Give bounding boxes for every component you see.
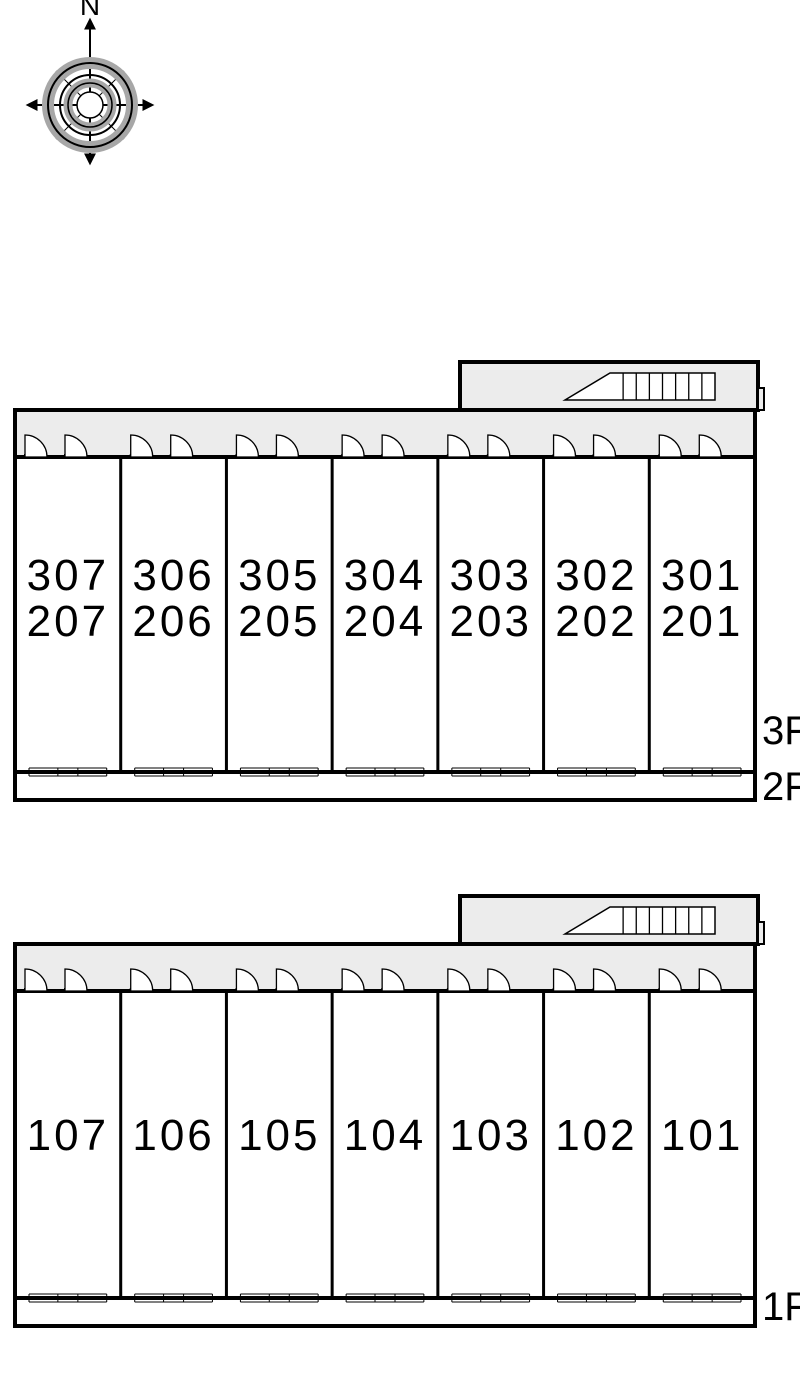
compass-icon: N (28, 0, 152, 163)
room-label: 107 (27, 1111, 109, 1160)
room-label: 303 (450, 551, 532, 600)
room-label: 204 (344, 597, 426, 646)
compass-north-label: N (80, 0, 100, 21)
floor-label: 3F (762, 709, 800, 753)
floorplan-canvas: N 307 306 305 304 303 302 301 207 206 205 204 203 202… (0, 0, 800, 1373)
room-label: 306 (132, 551, 214, 600)
room-label: 206 (132, 597, 214, 646)
room-label: 203 (450, 597, 532, 646)
room-label: 305 (238, 551, 320, 600)
room-label: 105 (238, 1111, 320, 1160)
floorplan-block-upper: 307 306 305 304 303 302 301 207 206 205 204 203 202 2… (15, 362, 800, 809)
room-label: 202 (555, 597, 637, 646)
room-label: 101 (661, 1111, 743, 1160)
room-label: 205 (238, 597, 320, 646)
room-label: 304 (344, 551, 426, 600)
room-label: 103 (450, 1111, 532, 1160)
floor-label: 2F (762, 765, 800, 809)
room-label: 104 (344, 1111, 426, 1160)
room-label: 102 (555, 1111, 637, 1160)
room-label: 106 (132, 1111, 214, 1160)
room-label: 301 (661, 551, 743, 600)
room-label: 302 (555, 551, 637, 600)
room-label: 207 (27, 597, 109, 646)
floorplan-block-lower: 107 106 105 104 103 102 101 1F (15, 896, 800, 1329)
room-label: 201 (661, 597, 743, 646)
room-label: 307 (27, 551, 109, 600)
floor-label: 1F (762, 1285, 800, 1329)
